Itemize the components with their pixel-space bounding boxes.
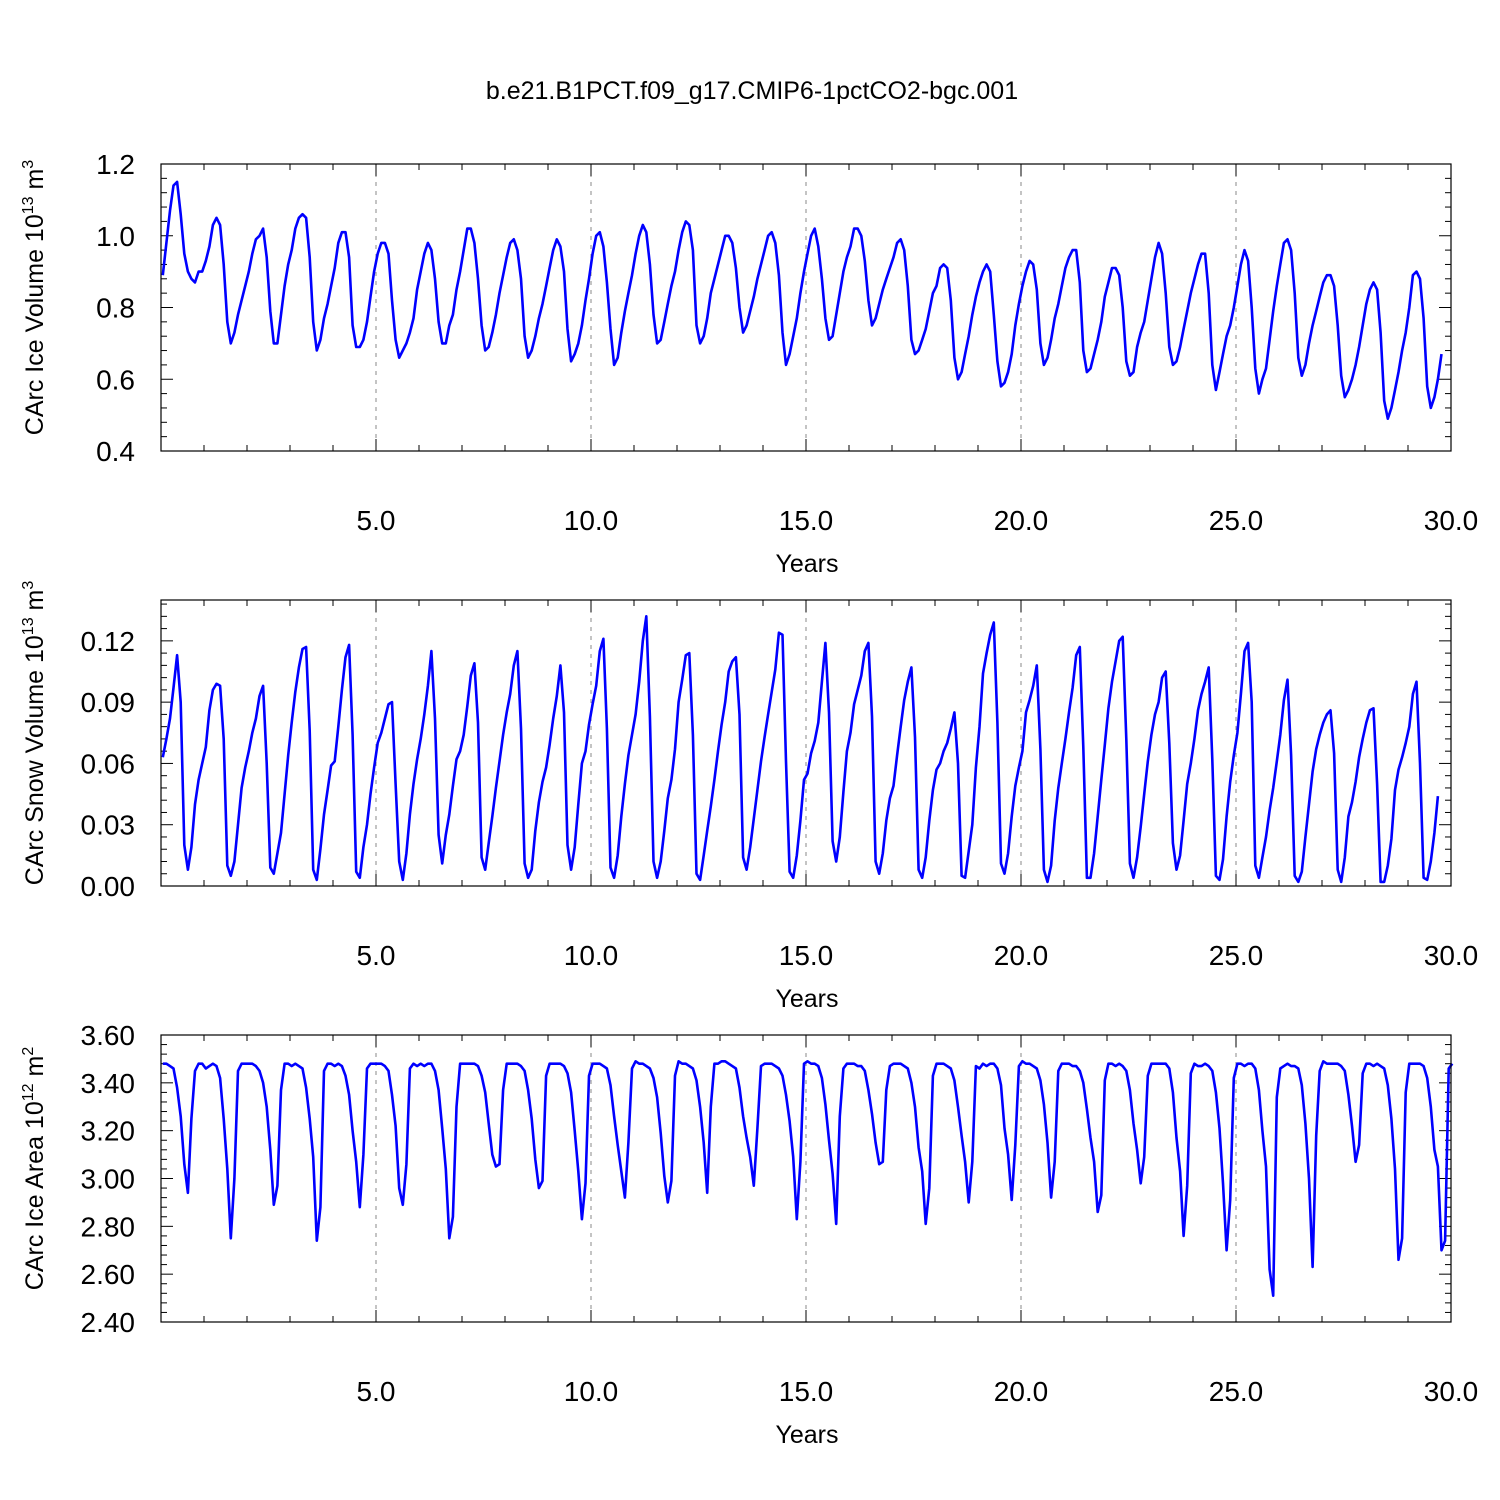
series-line-3-1 bbox=[162, 1060, 1454, 1297]
panels: 0.40.60.81.01.25.0 10.0 15.0 20.0 25.0 30.0Ye… bbox=[20, 149, 1478, 1449]
y-axis-label-ylabel-unit: m bbox=[21, 590, 49, 618]
x-tick-label: 15.0 bbox=[779, 505, 834, 536]
x-tick-label: 30.0 bbox=[1424, 505, 1479, 536]
chart-panel-3: 2.40 2.60 2.80 3.00 3.20 3.40 3.60 5.0 10.0 15.0 2… bbox=[20, 1020, 1478, 1449]
y-tick-label: 3.20 bbox=[81, 1116, 136, 1147]
y-axis-label-ylabel: CArc Ice Volume 10 bbox=[21, 214, 49, 435]
x-tick-label: 20.0 bbox=[994, 940, 1049, 971]
x-tick-label: 25.0 bbox=[1209, 1376, 1264, 1407]
y-tick-label: 2.40 bbox=[81, 1307, 136, 1338]
plot-frame bbox=[160, 599, 1452, 887]
x-tick-label: 30.0 bbox=[1424, 1376, 1479, 1407]
y-tick-label: 0.12 bbox=[81, 626, 136, 657]
chart-panel-1: 0.4 0.6 0.8 1.0 1.2 5.0 10.0 15.0 20.0 25.0 30.0 Ye… bbox=[20, 149, 1478, 578]
y-tick-label: 3.60 bbox=[81, 1020, 136, 1051]
x-tick-label: 10.0 bbox=[564, 940, 619, 971]
y-axis-label-ylabel-sup: 13 bbox=[20, 617, 37, 635]
x-tick-label: 25.0 bbox=[1209, 505, 1264, 536]
series-line-1-1 bbox=[161, 180, 1443, 421]
x-tick-label: 15.0 bbox=[779, 1376, 834, 1407]
y-tick-label: 0.8 bbox=[96, 293, 135, 324]
y-tick-label: 3.40 bbox=[81, 1068, 136, 1099]
y-tick-label: 3.00 bbox=[81, 1164, 136, 1195]
x-tick-label: 25.0 bbox=[1209, 940, 1264, 971]
y-tick-label: 1.0 bbox=[96, 221, 135, 252]
y-axis-label-ylabel-unit-sup: 2 bbox=[20, 1047, 37, 1056]
y-tick-label: 0.09 bbox=[81, 687, 136, 718]
y-tick-label: 2.80 bbox=[81, 1211, 136, 1242]
x-tick-label: 20.0 bbox=[994, 505, 1049, 536]
x-tick-label: 10.0 bbox=[564, 1376, 619, 1407]
y-axis-label-ylabel-unit-sup: 3 bbox=[20, 581, 37, 590]
y-axis-label-ylabel-unit-sup: 3 bbox=[20, 160, 37, 169]
y-axis-label-ylabel: CArc Snow Volume 10 bbox=[21, 635, 49, 885]
series-line-2-1 bbox=[161, 614, 1440, 884]
plot-frame bbox=[160, 1034, 1452, 1323]
y-tick-label: 1.2 bbox=[96, 149, 135, 180]
y-axis-label: CArc Ice Volume 1013 m3 bbox=[20, 160, 49, 436]
y-axis-label-ylabel-sup: 13 bbox=[20, 196, 37, 214]
y-tick-label: 2.60 bbox=[81, 1259, 136, 1290]
y-axis-label-ylabel-sup: 12 bbox=[20, 1083, 37, 1101]
y-axis-label-ylabel-unit: m bbox=[21, 1056, 49, 1084]
x-tick-label: 5.0 bbox=[357, 940, 396, 971]
y-tick-label: 0.00 bbox=[81, 871, 136, 902]
x-axis-label: Years bbox=[775, 985, 838, 1013]
y-tick-label: 0.4 bbox=[96, 436, 135, 467]
x-tick-label: 15.0 bbox=[779, 940, 834, 971]
x-tick-label: 5.0 bbox=[357, 505, 396, 536]
y-axis-label: CArc Ice Area 1012 m2 bbox=[20, 1047, 49, 1291]
x-tick-label: 5.0 bbox=[357, 1376, 396, 1407]
y-tick-label: 0.06 bbox=[81, 748, 136, 779]
x-tick-label: 30.0 bbox=[1424, 940, 1479, 971]
chart-panel-2: 0.00 0.03 0.06 0.09 0.12 5.0 10.0 15.0 20.0 25.0 3… bbox=[20, 581, 1478, 1013]
x-axis-label: Years bbox=[775, 550, 838, 578]
y-axis-label-ylabel-unit: m bbox=[21, 169, 49, 197]
plot-frame bbox=[160, 163, 1452, 452]
x-tick-label: 20.0 bbox=[994, 1376, 1049, 1407]
y-tick-label: 0.03 bbox=[81, 810, 136, 841]
figure-title: b.e21.B1PCT.f09_g17.CMIP6-1pctCO2-bgc.00… bbox=[486, 77, 1018, 105]
y-axis-label: CArc Snow Volume 1013 m3 bbox=[20, 581, 49, 886]
y-axis-label-ylabel: CArc Ice Area 10 bbox=[21, 1101, 49, 1290]
y-tick-label: 0.6 bbox=[96, 364, 135, 395]
x-tick-label: 10.0 bbox=[564, 505, 619, 536]
x-axis-label: Years bbox=[775, 1421, 838, 1449]
